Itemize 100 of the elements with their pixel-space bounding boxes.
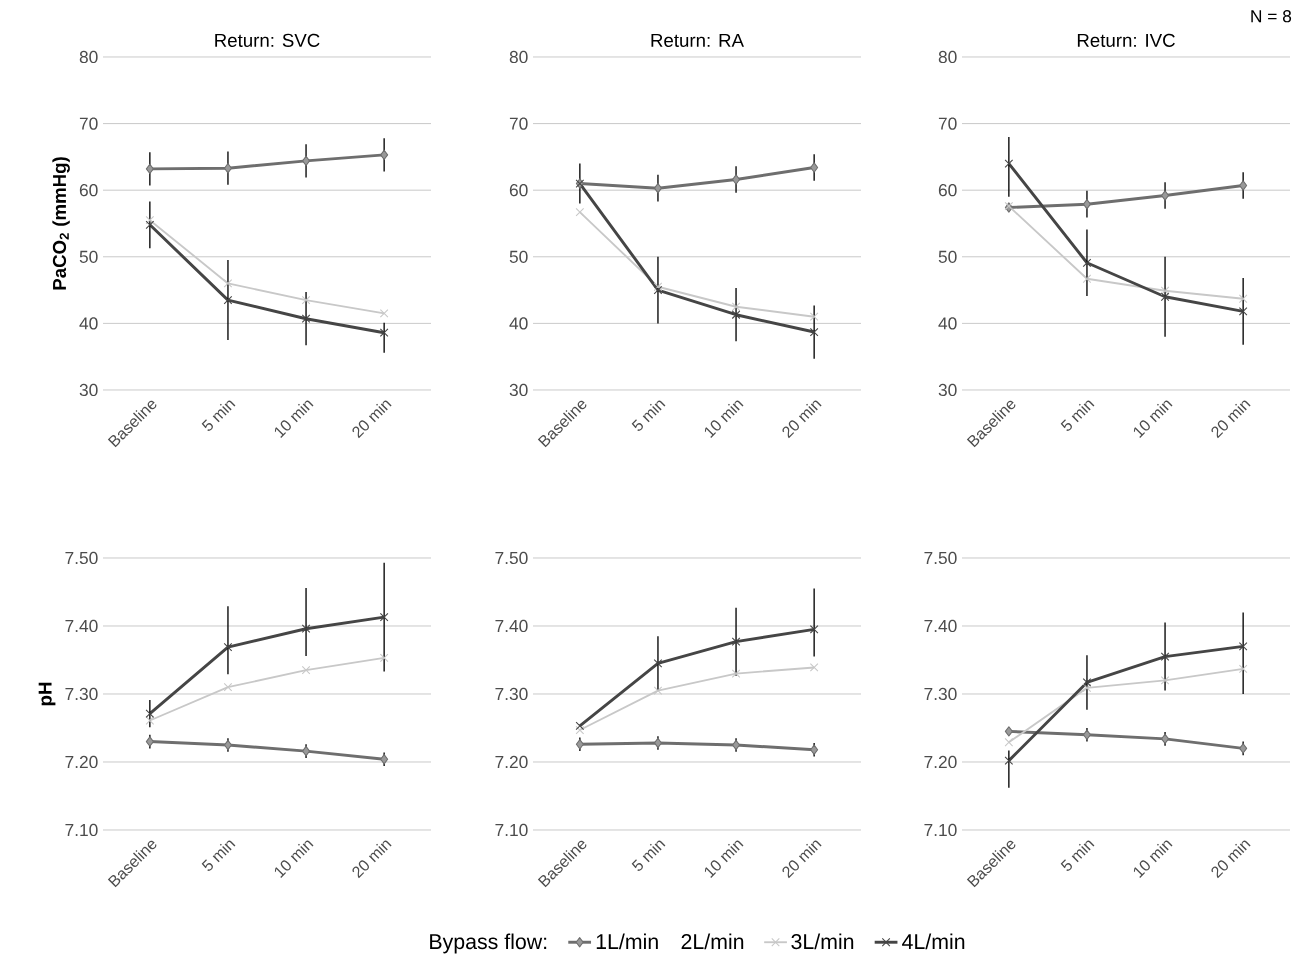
y-tick-label: 60	[509, 184, 528, 197]
x-tick-label: 10 min	[274, 840, 314, 878]
chart-title: Return: IVC	[1077, 33, 1175, 47]
x-tick-label: 20 min	[782, 400, 822, 439]
y-tick-label: 7.20	[924, 755, 957, 769]
point	[809, 327, 819, 337]
y-tick-label: 7.30	[495, 687, 528, 701]
point	[145, 215, 155, 225]
point	[731, 669, 741, 678]
y-tick-label: 7.50	[495, 551, 528, 565]
point	[809, 312, 819, 322]
point	[1238, 664, 1248, 674]
point	[145, 736, 154, 747]
text: 2L/min	[681, 933, 744, 950]
point	[575, 725, 585, 735]
point	[731, 302, 741, 312]
point	[223, 739, 232, 751]
y-tick-label: 50	[938, 250, 957, 263]
point	[379, 653, 389, 663]
y-tick-label: 7.40	[495, 619, 528, 633]
chart-title: Return: RA	[651, 33, 744, 47]
point	[1239, 180, 1248, 191]
point	[1004, 756, 1014, 765]
point	[810, 162, 819, 173]
point	[145, 163, 154, 175]
point	[1161, 190, 1170, 201]
x-tick-label: 10 min	[704, 400, 744, 438]
point	[1004, 737, 1014, 747]
y-tick-label: 40	[509, 317, 528, 330]
y-tick-label: 50	[509, 250, 528, 263]
point	[301, 314, 311, 324]
y-tick-label: 30	[938, 383, 957, 397]
x-tick-label: 10 min	[274, 400, 314, 438]
point	[223, 682, 233, 692]
point	[575, 207, 585, 217]
point	[145, 220, 155, 230]
point	[379, 612, 389, 622]
x-tick-label: 5 min	[1060, 400, 1095, 431]
y-tick-label: 70	[938, 117, 957, 130]
y-tick-label: 80	[938, 50, 957, 64]
x-tick-label: 10 min	[704, 840, 744, 878]
point	[380, 754, 389, 765]
y-axis-title: pH	[38, 682, 56, 706]
point	[301, 665, 311, 675]
point	[223, 163, 232, 174]
point	[379, 328, 389, 338]
point	[223, 279, 233, 288]
point	[1160, 286, 1170, 296]
point	[1082, 678, 1092, 687]
y-tick-label: 50	[79, 250, 98, 263]
point	[1082, 683, 1092, 693]
text: N = 8	[1251, 10, 1292, 23]
y-tick-label: 80	[509, 50, 528, 64]
y-tick-label: 7.10	[495, 823, 528, 837]
y-tick-label: 60	[79, 184, 98, 197]
x-tick-label: 10 min	[1133, 840, 1173, 878]
x-tick-label: 20 min	[1211, 840, 1251, 879]
point	[809, 663, 819, 672]
y-tick-label: 7.50	[65, 551, 98, 565]
y-tick-label: 7.50	[924, 551, 957, 565]
point	[653, 686, 663, 695]
point	[301, 624, 311, 634]
y-tick-label: 7.20	[495, 755, 528, 769]
point	[223, 295, 233, 305]
point	[575, 739, 584, 750]
legend-label: 1L/min	[596, 933, 658, 950]
x-tick-label: 5 min	[201, 840, 236, 871]
point	[653, 182, 662, 194]
point	[380, 149, 389, 161]
point	[653, 659, 663, 668]
y-axis-title: PaCO$_{2}$ (mmHg)	[52, 157, 70, 290]
point	[301, 295, 311, 305]
point	[145, 709, 155, 719]
y-tick-label: 80	[79, 50, 98, 64]
point	[653, 737, 662, 749]
y-tick-label: 70	[509, 117, 528, 130]
x-tick-label: 20 min	[352, 400, 392, 439]
x-tick-label: 20 min	[1211, 400, 1251, 439]
point	[731, 637, 741, 646]
point	[302, 745, 311, 757]
y-tick-label: 7.10	[924, 823, 957, 837]
point	[1004, 159, 1014, 168]
point	[732, 174, 741, 185]
point	[1082, 274, 1092, 284]
point	[302, 155, 311, 167]
y-tick-label: 7.20	[65, 755, 98, 769]
y-tick-label: 40	[79, 317, 98, 330]
y-tick-label: 30	[79, 383, 98, 397]
point	[1238, 294, 1248, 304]
point	[223, 642, 233, 652]
point	[1238, 642, 1248, 651]
x-tick-label: 5 min	[1060, 840, 1095, 871]
x-tick-label: 20 min	[782, 840, 822, 879]
point	[809, 625, 819, 634]
y-tick-label: 7.40	[65, 619, 98, 633]
point	[732, 739, 741, 751]
point	[1160, 676, 1170, 685]
point	[731, 310, 741, 320]
point	[810, 744, 819, 755]
legend-title: Bypass flow:	[430, 933, 547, 954]
